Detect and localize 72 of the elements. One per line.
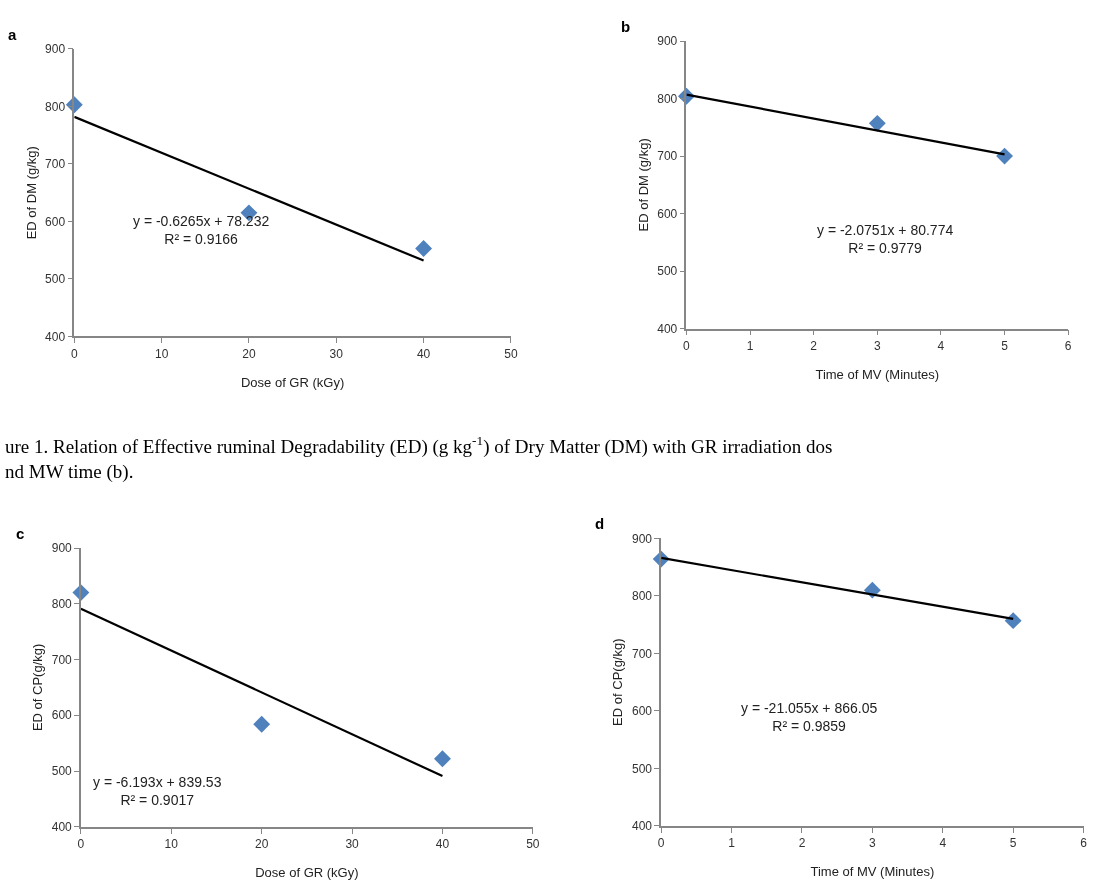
x-tick-label: 10: [154, 346, 169, 361]
x-axis-title: Dose of GR (kGy): [240, 374, 345, 390]
x-tick-label: 1: [728, 836, 736, 851]
x-tick-label: 5: [1001, 338, 1009, 353]
x-tick-label: 50: [526, 836, 540, 851]
y-tick-label: 600: [45, 214, 66, 229]
annotation: y = -6.193x + 839.53 R² = 0.9017: [93, 774, 222, 809]
x-tick-label: 6: [1080, 836, 1088, 851]
x-axis-title: Time of MV (Minutes): [810, 864, 935, 880]
x-tick-label: 4: [937, 338, 945, 353]
y-tick-label: 900: [632, 531, 653, 546]
chart-title: b: [621, 18, 631, 35]
y-tick-label: 600: [51, 708, 73, 723]
y-tick-label: 900: [657, 34, 678, 49]
x-tick-label: 30: [345, 836, 360, 851]
x-tick-label: 20: [255, 836, 269, 851]
y-tick-label: 800: [45, 99, 66, 114]
y-axis-title: ED of DM (g/kg): [23, 146, 39, 240]
chart-title: a: [8, 26, 17, 43]
x-tick-label: 0: [657, 836, 665, 851]
chart-title: d: [595, 515, 605, 532]
x-tick-label: 4: [939, 836, 947, 851]
chart-title: c: [16, 525, 25, 542]
x-tick-label: 6: [1064, 338, 1072, 353]
point: [415, 240, 433, 257]
y-tick-label: 700: [657, 149, 678, 164]
x-tick-label: 1: [746, 338, 754, 353]
x-tick-label: 10: [164, 836, 179, 851]
x-tick-label: 0: [70, 346, 78, 361]
point: [434, 750, 451, 768]
y-tick-label: 500: [632, 761, 653, 776]
annotation: y = -21.055x + 866.05 R² = 0.9859: [741, 700, 878, 735]
x-tick-label: 0: [683, 338, 691, 353]
text: ure 1. Relation of Effective ruminal Degradability (ED) (g kg$^{-1}$) of Dry Matter (DM) with GR irradiation dos nd MW time (b).: [5, 433, 833, 482]
y-axis-title: ED of DM (g/kg): [635, 138, 651, 232]
x-tick-label: 30: [329, 346, 344, 361]
x-tick-label: 40: [435, 836, 450, 851]
x-axis-title: Dose of GR (kGy): [255, 865, 359, 881]
y-tick-label: 700: [45, 157, 66, 172]
y-tick-label: 400: [632, 819, 653, 834]
x-tick-label: 5: [1009, 836, 1017, 851]
y-tick-label: 800: [632, 589, 653, 604]
x-tick-label: 40: [416, 346, 431, 361]
y-axis-title: ED of CP(g/kg): [610, 638, 626, 726]
y-axis-title: ED of CP(g/kg): [30, 643, 46, 732]
x-tick-label: 3: [869, 836, 877, 851]
y-tick-label: 500: [45, 272, 66, 287]
y-tick-label: 700: [632, 646, 653, 661]
y-tick-label: 400: [51, 820, 73, 835]
y-tick-label: 600: [657, 206, 678, 221]
x-tick-label: 3: [873, 338, 881, 353]
y-tick-label: 900: [51, 541, 73, 556]
x-axis-title: Time of MV (Minutes): [815, 366, 940, 382]
point: [868, 114, 886, 132]
point: [996, 147, 1014, 165]
y-tick-label: 800: [51, 596, 73, 611]
x-tick-label: 0: [77, 836, 85, 851]
x-tick-label: 20: [242, 346, 256, 361]
y-tick-label: 600: [632, 704, 653, 719]
y-tick-label: 500: [51, 764, 73, 779]
annotation: y = -2.0751x + 80.774 R² = 0.9779: [817, 222, 954, 257]
y-tick-label: 700: [51, 652, 73, 667]
annotation: y = -0.6265x + 78.232 R² = 0.9166: [133, 213, 270, 248]
y-tick-label: 900: [45, 42, 66, 57]
point: [253, 715, 271, 733]
y-tick-label: 500: [657, 264, 678, 279]
x-tick-label: 2: [798, 836, 806, 851]
x-tick-label: 50: [504, 346, 518, 361]
x-tick-label: 2: [810, 338, 818, 353]
y-tick-label: 400: [45, 329, 66, 344]
y-tick-label: 400: [657, 321, 678, 336]
y-tick-label: 800: [657, 91, 678, 106]
